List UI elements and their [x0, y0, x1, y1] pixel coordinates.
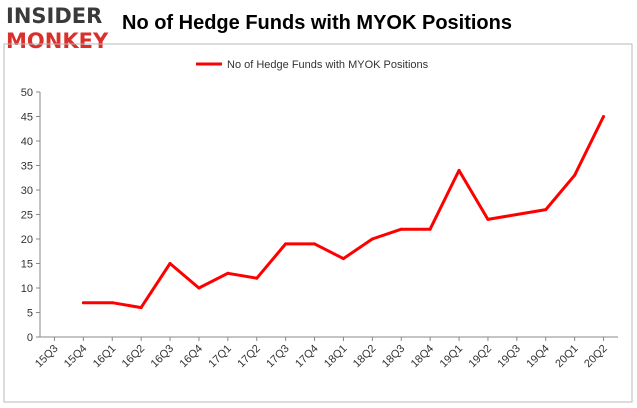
y-tick-label: 5	[27, 308, 33, 320]
series-line	[83, 115, 605, 310]
y-tick-label: 15	[21, 259, 33, 271]
x-tick-label: 17Q4	[293, 343, 321, 371]
data-point	[341, 257, 345, 261]
data-point	[428, 227, 432, 231]
x-tick-label: 17Q1	[206, 343, 234, 371]
series-group	[81, 115, 606, 310]
x-tick-label: 15Q3	[33, 343, 61, 371]
data-point	[81, 301, 85, 305]
chart-title: No of Hedge Funds with MYOK Positions	[122, 12, 512, 34]
y-tick-label: 25	[21, 210, 33, 222]
x-tick-label: 18Q2	[351, 343, 379, 371]
data-point	[457, 168, 461, 172]
y-tick-label: 30	[21, 185, 33, 197]
data-point	[573, 173, 577, 177]
data-point	[602, 115, 606, 118]
y-tick-label: 45	[21, 112, 33, 124]
insider-monkey-logo: INSIDER MONKEY	[6, 4, 116, 54]
data-point	[313, 242, 317, 246]
x-tick-label: 18Q3	[380, 343, 408, 371]
x-tick-label: 15Q4	[62, 343, 90, 371]
x-tick-label: 19Q2	[467, 343, 495, 371]
x-tick-label: 16Q1	[91, 343, 119, 371]
y-tick-label: 10	[21, 283, 33, 295]
x-tick-label: 17Q3	[264, 343, 292, 371]
data-point	[255, 276, 259, 280]
y-tick-label: 35	[21, 161, 33, 173]
y-tick-label: 40	[21, 136, 33, 148]
x-tick-label: 16Q3	[149, 343, 177, 371]
data-point	[486, 217, 490, 221]
x-tick-label: 16Q4	[178, 343, 206, 371]
x-tick-label: 20Q1	[553, 343, 581, 371]
data-point	[544, 208, 548, 212]
data-point	[370, 237, 374, 241]
data-point	[168, 262, 172, 265]
x-tick-label: 19Q1	[438, 343, 466, 371]
x-tick-label: 18Q1	[322, 343, 350, 371]
y-tick-label: 0	[27, 332, 33, 344]
x-tick-label: 16Q2	[120, 343, 148, 371]
x-tick-label: 17Q2	[235, 343, 263, 371]
data-point	[399, 227, 403, 231]
x-tick-label: 19Q3	[495, 343, 523, 371]
x-axis-ticks: 15Q3 15Q4 16Q1 16Q2 16Q3 16Q4 17Q1 17Q2 17Q3 17Q4…	[33, 337, 610, 370]
x-tick-label: 20Q2	[582, 343, 610, 371]
data-point	[139, 306, 143, 310]
y-tick-label: 50	[21, 87, 33, 99]
legend-label: No of Hedge Funds with MYOK Positions	[227, 59, 429, 71]
data-point	[284, 242, 288, 246]
y-axis-ticks: 0 5 10 15 20 25 30 35 40 45 50	[21, 87, 40, 344]
logo-line-1: INSIDER	[6, 4, 103, 28]
data-point	[197, 286, 201, 290]
x-tick-label: 19Q4	[524, 343, 552, 371]
x-tick-label: 18Q4	[409, 343, 437, 371]
y-tick-label: 20	[21, 234, 33, 246]
data-point	[515, 213, 519, 216]
data-point	[110, 301, 114, 305]
data-point	[226, 271, 230, 275]
chart-frame	[3, 43, 633, 403]
logo-line-2: MONKEY	[6, 29, 109, 53]
